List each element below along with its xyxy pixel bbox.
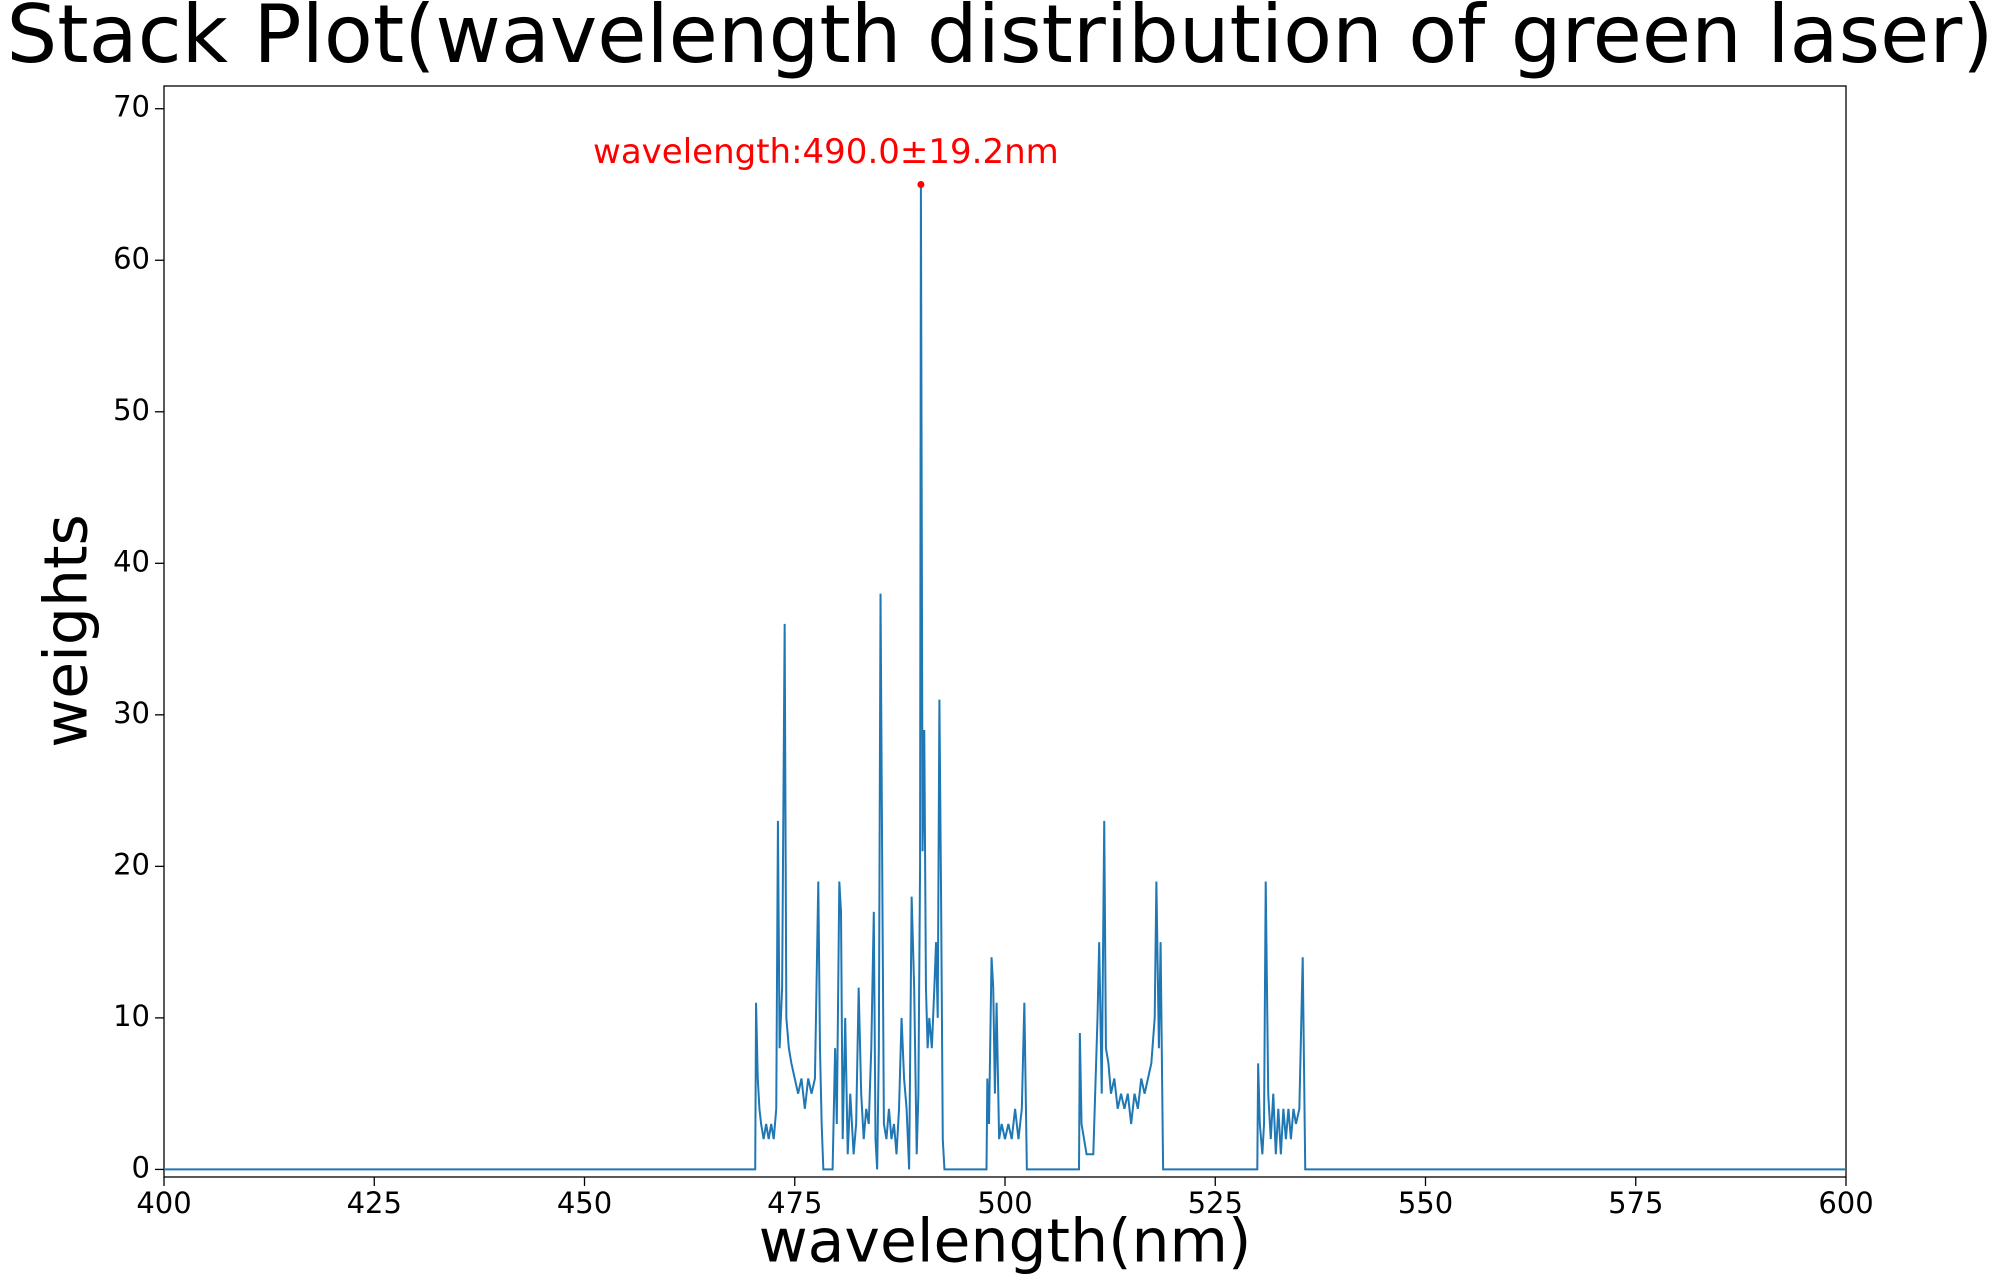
- x-axis-label: wavelength(nm): [759, 1207, 1252, 1277]
- x-tick-label: 475: [767, 1186, 822, 1220]
- x-tick-label: 600: [1818, 1186, 1873, 1220]
- y-tick-label: 0: [132, 1150, 150, 1184]
- y-tick-label: 60: [113, 241, 150, 275]
- x-tick-label: 575: [1608, 1186, 1663, 1220]
- y-tick-label: 40: [113, 544, 150, 578]
- data-line: [164, 184, 1846, 1171]
- x-tick-label: 500: [977, 1186, 1032, 1220]
- peak-marker: [917, 180, 925, 188]
- y-tick-label: 50: [113, 393, 150, 427]
- plot-frame: [163, 85, 1847, 1178]
- chart-title: Stack Plot(wavelength distribution of gr…: [7, 0, 1994, 81]
- x-tick-label: 450: [557, 1186, 612, 1220]
- x-tick-label: 400: [136, 1186, 191, 1220]
- y-tick-label: 70: [113, 90, 150, 124]
- peak-annotation: wavelength:490.0±19.2nm: [593, 132, 1059, 172]
- y-tick-label: 30: [113, 696, 150, 730]
- y-axis-label: weights: [32, 514, 102, 748]
- x-tick-label: 550: [1398, 1186, 1453, 1220]
- y-tick-label: 20: [113, 847, 150, 881]
- y-tick-label: 10: [113, 999, 150, 1033]
- x-tick-label: 525: [1188, 1186, 1243, 1220]
- x-tick-label: 425: [347, 1186, 402, 1220]
